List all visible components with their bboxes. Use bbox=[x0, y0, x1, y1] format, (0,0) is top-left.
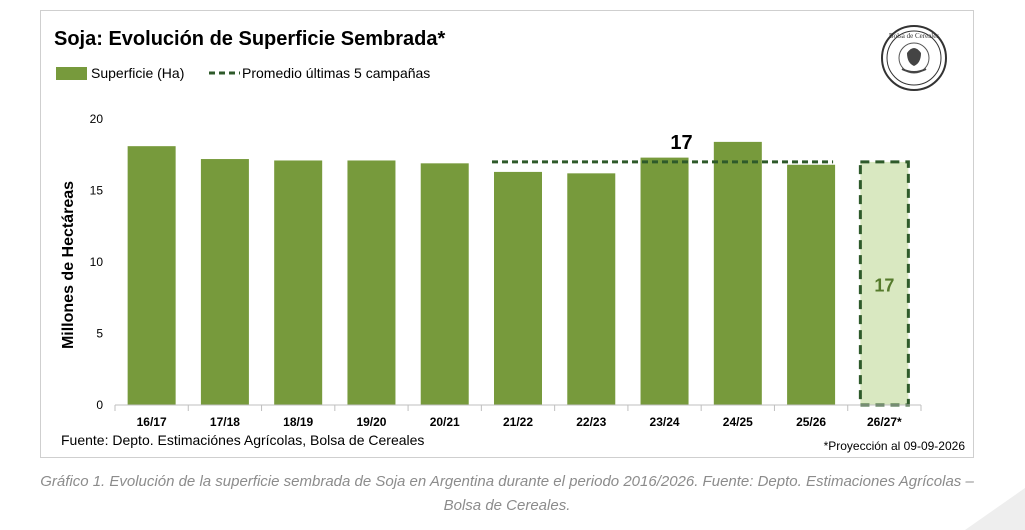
projection-footnote: *Proyección al 09-09-2026 bbox=[824, 439, 966, 453]
page-corner bbox=[965, 488, 1025, 530]
x-tick-label: 18/19 bbox=[283, 415, 313, 429]
bar bbox=[420, 163, 469, 405]
bar bbox=[127, 146, 176, 406]
chart-frame: Soja: Evolución de Superficie Sembrada* … bbox=[40, 10, 974, 458]
x-tick-label: 25/26 bbox=[796, 415, 826, 429]
y-tick-label: 0 bbox=[96, 398, 103, 412]
bar bbox=[787, 164, 836, 405]
legend: Superficie (Ha) Promedio últimas 5 campa… bbox=[56, 65, 430, 81]
bar bbox=[567, 173, 616, 405]
x-tick-label: 21/22 bbox=[503, 415, 533, 429]
x-tick-label: 23/24 bbox=[650, 415, 680, 429]
projection-data-label: 17 bbox=[874, 275, 894, 295]
chart-title: Soja: Evolución de Superficie Sembrada* bbox=[54, 28, 445, 50]
figure-caption: Gráfico 1. Evolución de la superficie se… bbox=[40, 473, 974, 514]
bar bbox=[200, 159, 249, 405]
chart-svg: Soja: Evolución de Superficie Sembrada* … bbox=[54, 25, 966, 453]
y-axis-ticks: 0 5 10 15 20 bbox=[90, 112, 104, 412]
bars: 17 bbox=[127, 141, 910, 407]
x-tick-label: 24/25 bbox=[723, 415, 753, 429]
source-note: Fuente: Depto. Estimaciónes Agrícolas, B… bbox=[61, 432, 424, 448]
y-axis-label: Millones de Hectáreas bbox=[60, 181, 77, 349]
bar bbox=[713, 141, 762, 405]
average-line-group: 17 bbox=[492, 132, 834, 164]
bolsa-de-cereales-seal-icon: Bolsa de Cereales bbox=[881, 25, 947, 91]
x-tick-label: 20/21 bbox=[430, 415, 460, 429]
x-tick-label: 16/17 bbox=[137, 415, 167, 429]
legend-swatch-bars bbox=[56, 67, 87, 80]
bar bbox=[274, 160, 323, 405]
legend-label-average: Promedio últimas 5 campañas bbox=[242, 65, 430, 81]
bar bbox=[640, 157, 689, 405]
bar bbox=[347, 160, 396, 405]
bar-projection bbox=[858, 160, 910, 407]
average-data-label: 17 bbox=[670, 132, 692, 154]
x-tick-label: 22/23 bbox=[576, 415, 606, 429]
x-tick-label: 19/20 bbox=[356, 415, 386, 429]
logo-text: Bolsa de Cereales bbox=[889, 32, 939, 40]
legend-label-bars: Superficie (Ha) bbox=[91, 65, 184, 81]
bar bbox=[494, 171, 542, 405]
y-tick-label: 5 bbox=[96, 327, 103, 341]
y-tick-label: 10 bbox=[90, 255, 104, 269]
y-tick-label: 20 bbox=[90, 112, 104, 126]
x-axis: 16/17 17/18 18/19 19/20 20/21 21/22 22/23 23/24… bbox=[114, 404, 922, 429]
x-tick-label: 17/18 bbox=[210, 415, 240, 429]
x-tick-label: 26/27* bbox=[867, 415, 902, 429]
y-tick-label: 15 bbox=[90, 184, 104, 198]
